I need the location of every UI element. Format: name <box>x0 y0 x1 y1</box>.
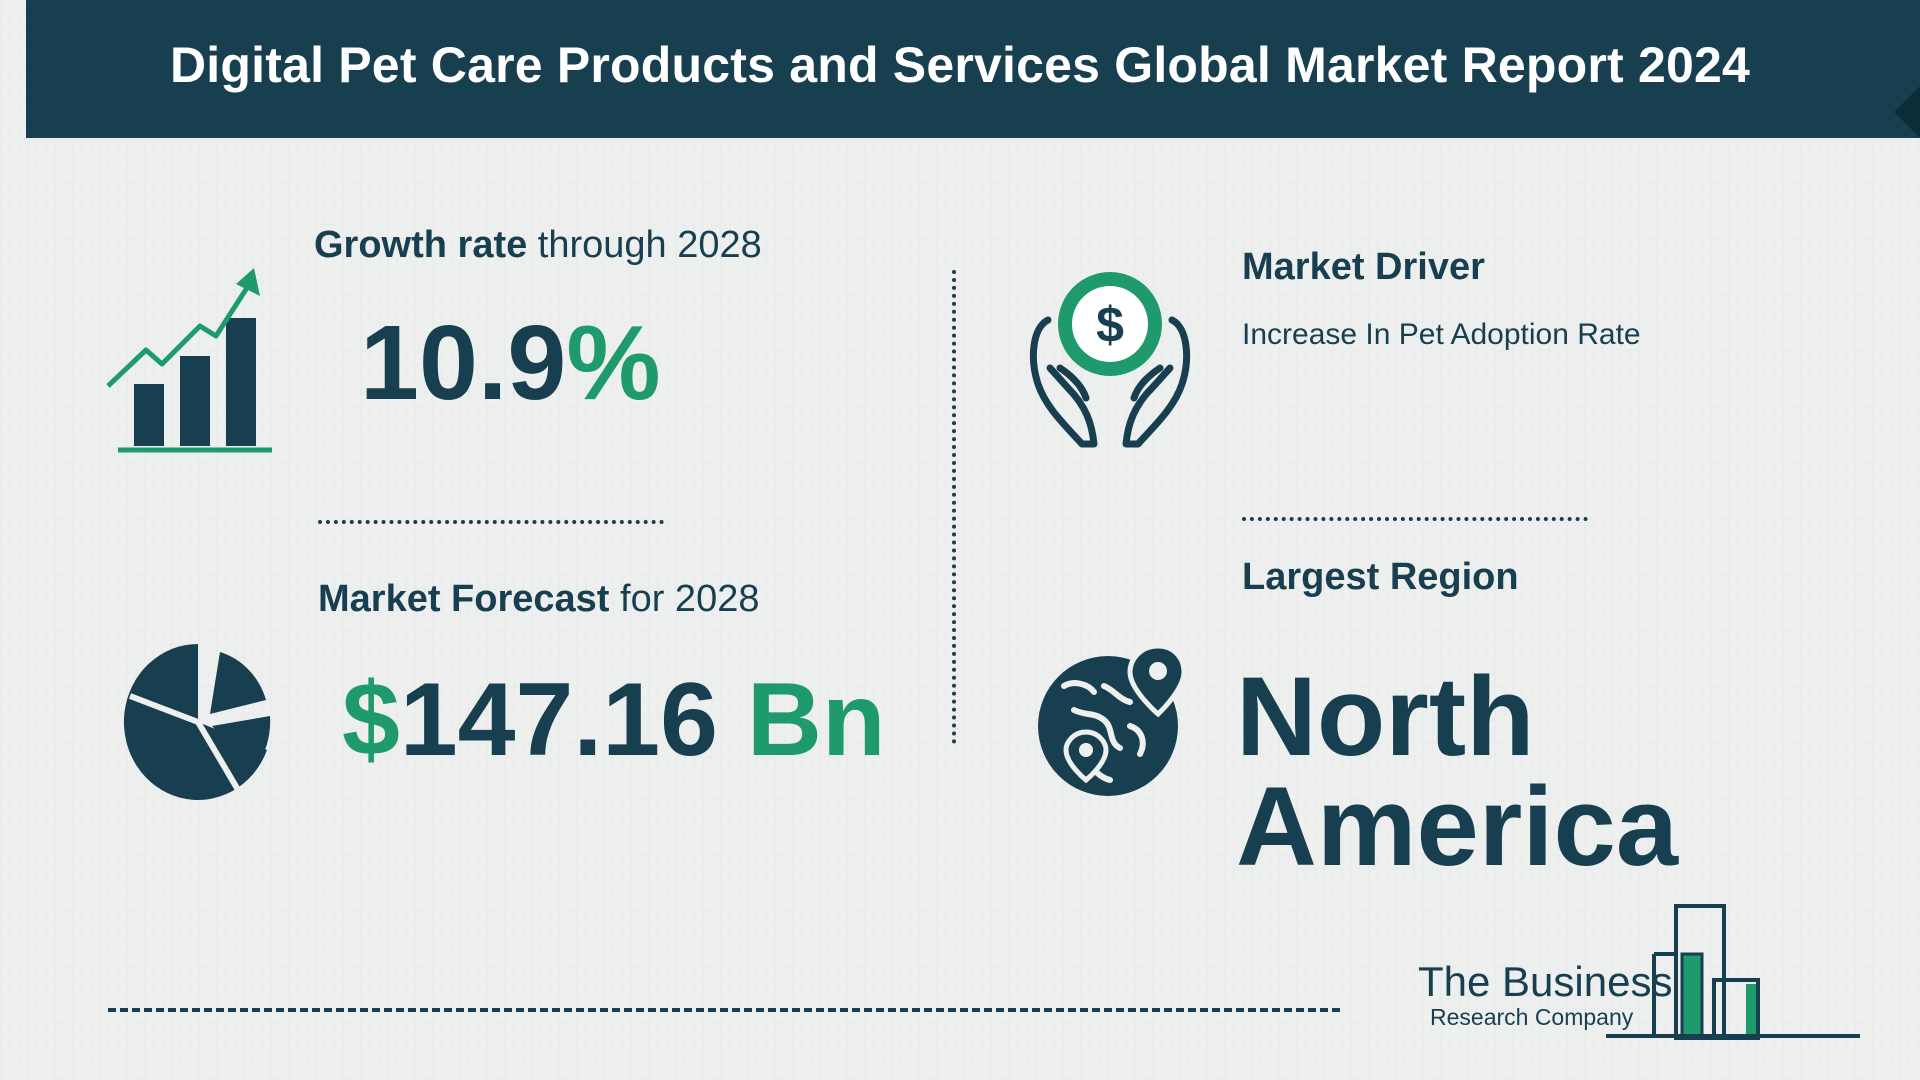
growth-rate-label: Growth rate through 2028 <box>314 224 762 267</box>
logo-text-line-1: The Business <box>1418 958 1673 1005</box>
largest-region-value: North America <box>1236 654 1679 889</box>
bottom-dashed-line <box>108 1008 1340 1012</box>
money-hands-icon: $ <box>1029 272 1191 448</box>
divider-right <box>1242 517 1588 521</box>
forecast-amount: 147.16 <box>399 662 718 778</box>
market-forecast-label-bold: Market Forecast <box>318 578 610 620</box>
forecast-unit: Bn <box>717 662 886 778</box>
vertical-divider <box>952 270 956 744</box>
growth-rate-value: 10.9% <box>360 310 661 416</box>
growth-rate-number: 10.9 <box>360 304 567 422</box>
market-forecast-value: $147.16 Bn <box>342 668 885 772</box>
growth-rate-label-bold: Growth rate <box>314 224 528 266</box>
growth-rate-percent: % <box>566 304 661 422</box>
company-logo-bars-icon <box>1606 904 1860 1040</box>
growth-rate-label-rest: through 2028 <box>527 224 762 266</box>
header-corner-decoration <box>1894 86 1920 138</box>
largest-region-heading: Largest Region <box>1242 556 1519 598</box>
svg-text:$: $ <box>1096 297 1124 353</box>
market-forecast-label-rest: for 2028 <box>609 578 760 620</box>
logo-text-line-2: Research Company <box>1430 1004 1634 1030</box>
globe-pins-icon <box>1038 643 1187 796</box>
market-forecast-label: Market Forecast for 2028 <box>318 578 759 621</box>
market-driver-text: Increase In Pet Adoption Rate <box>1242 318 1641 351</box>
growth-chart-icon <box>106 268 272 453</box>
divider-left <box>318 520 664 524</box>
region-line-2: America <box>1236 764 1679 889</box>
region-line-1: North <box>1236 654 1535 779</box>
forecast-currency: $ <box>342 662 400 778</box>
pie-chart-icon <box>123 643 271 802</box>
header-bar <box>26 0 1920 138</box>
page-title: Digital Pet Care Products and Services G… <box>169 37 1750 93</box>
market-driver-heading: Market Driver <box>1242 246 1485 288</box>
